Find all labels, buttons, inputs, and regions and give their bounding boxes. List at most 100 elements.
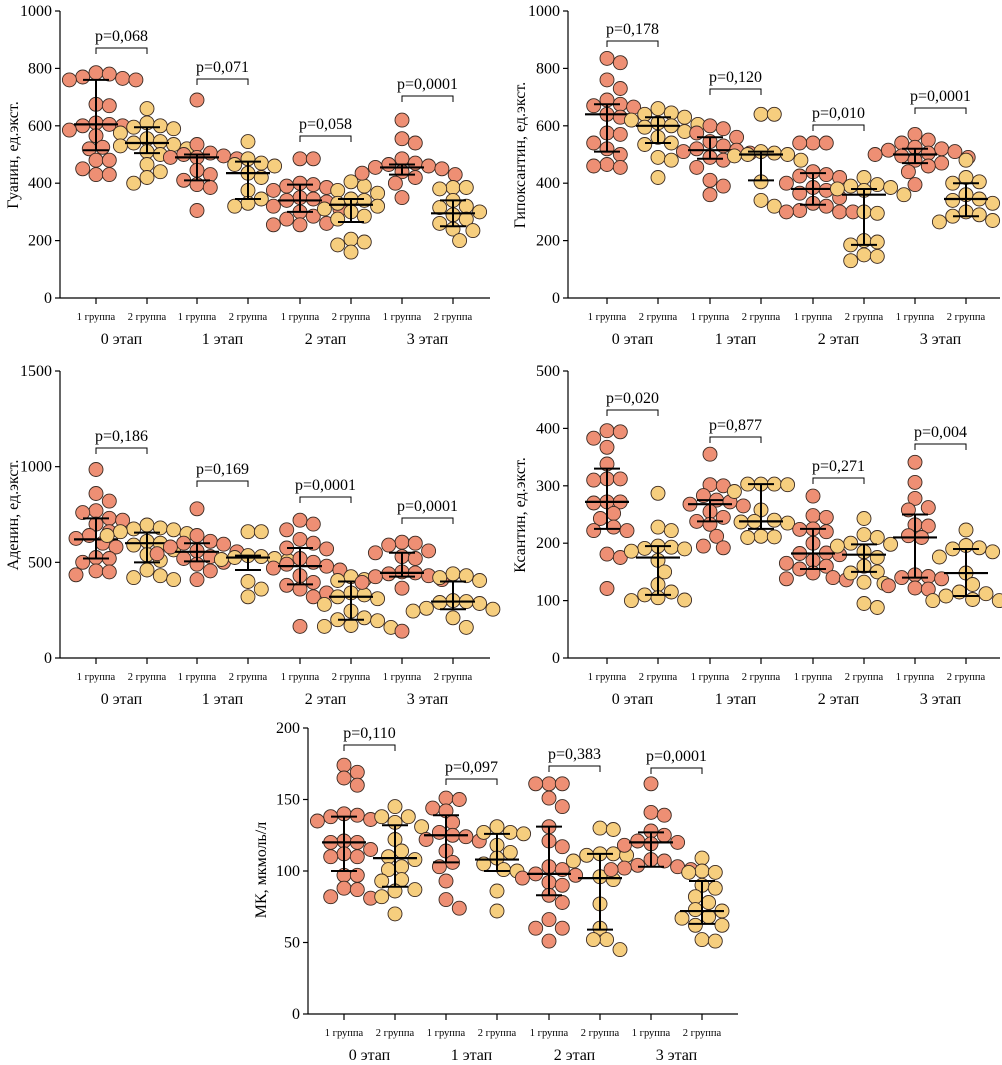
data-point — [687, 902, 703, 918]
data-point — [637, 119, 653, 135]
x-category-label: 2 группа — [845, 312, 884, 323]
y-axis-label: Ксантин, ед.экст. — [512, 457, 529, 573]
data-point — [554, 776, 570, 792]
data-point — [227, 198, 243, 214]
data-point — [227, 157, 243, 172]
x-category-label: 1 группа — [77, 312, 116, 323]
data-point — [907, 454, 923, 470]
data-point — [925, 593, 941, 609]
data-point — [687, 889, 703, 905]
data-point — [985, 213, 1001, 228]
y-tick-label: 1000 — [20, 3, 52, 20]
x-category-label: 1 группа — [427, 1028, 466, 1039]
data-point — [880, 578, 896, 594]
data-point — [502, 844, 518, 860]
data-point — [843, 565, 859, 581]
data-point — [778, 571, 794, 587]
significance-bracket — [299, 135, 352, 142]
group-1-stage-2 — [778, 135, 861, 220]
data-point — [128, 72, 144, 88]
group-1-stage-3 — [880, 454, 950, 597]
data-point — [305, 191, 321, 207]
chart-panel-5: 0 50 100 150 200 МК, мкмоль/л 1 группа 2 группа… — [253, 720, 738, 1064]
data-point — [778, 204, 794, 220]
data-point — [316, 618, 332, 634]
data-point — [370, 198, 386, 214]
data-point — [965, 592, 981, 607]
data-point — [189, 501, 205, 517]
data-point — [702, 187, 718, 203]
data-point — [316, 596, 332, 612]
data-point — [694, 932, 710, 948]
y-tick-label: 400 — [536, 175, 560, 192]
data-point — [166, 572, 182, 588]
data-point — [126, 537, 142, 553]
data-point — [514, 870, 530, 886]
x-category-label: 1 группа — [691, 312, 730, 323]
x-category-label: 2 группа — [845, 672, 884, 683]
data-point — [766, 512, 782, 528]
data-point — [407, 170, 423, 185]
p-value-label: p=0,0001 — [910, 88, 971, 105]
p-value-label: p=0,178 — [606, 21, 659, 38]
data-point — [356, 610, 372, 626]
data-point — [202, 533, 218, 549]
stage-label: 3 этап — [407, 691, 449, 708]
data-point — [920, 569, 936, 584]
data-point — [843, 178, 859, 194]
data-point — [630, 857, 646, 873]
data-point — [920, 518, 936, 534]
y-tick-label: 0 — [44, 290, 52, 307]
stage-label: 0 этап — [612, 691, 654, 708]
data-point — [869, 530, 885, 545]
data-point — [101, 98, 117, 114]
data-point — [792, 168, 808, 184]
significance-bracket — [914, 107, 967, 114]
data-point — [579, 847, 595, 863]
data-point — [253, 155, 269, 171]
data-point — [656, 827, 672, 843]
data-point — [139, 170, 155, 185]
data-point — [292, 531, 308, 547]
data-point — [305, 589, 321, 605]
data-point — [152, 118, 168, 134]
group-1-stage-0 — [585, 423, 635, 596]
data-point — [687, 917, 703, 933]
data-point — [650, 149, 666, 165]
data-point — [612, 81, 628, 96]
significance-bracket — [95, 447, 148, 454]
data-point — [139, 562, 155, 578]
data-point — [637, 106, 653, 122]
data-point — [856, 511, 872, 526]
data-point — [394, 623, 410, 639]
x-category-label: 2 группа — [332, 312, 371, 323]
x-category-label: 2 группа — [332, 672, 371, 683]
data-point — [101, 493, 117, 509]
y-axis-label: Гипоксантин, ед.экст. — [512, 82, 529, 228]
y-axis-label: Аденин, ед.экст. — [5, 460, 22, 571]
data-point — [856, 247, 872, 263]
data-point — [458, 829, 474, 845]
data-point — [265, 560, 281, 576]
data-point — [432, 570, 448, 586]
data-point — [907, 177, 923, 193]
data-point — [612, 126, 628, 142]
data-point — [681, 864, 697, 880]
data-point — [740, 530, 756, 545]
data-point — [586, 523, 602, 539]
data-point — [805, 508, 821, 524]
data-point — [778, 555, 794, 571]
data-point — [778, 175, 794, 191]
data-point — [176, 551, 192, 566]
data-point — [894, 148, 910, 164]
data-point — [432, 181, 448, 197]
group-1-stage-0 — [585, 50, 642, 175]
data-point — [818, 509, 834, 525]
data-point — [166, 121, 182, 137]
data-point — [701, 895, 717, 910]
data-point — [586, 135, 602, 151]
data-point — [349, 807, 365, 823]
data-point — [330, 211, 346, 227]
data-point — [637, 540, 653, 556]
y-tick-label: 1000 — [20, 459, 52, 476]
